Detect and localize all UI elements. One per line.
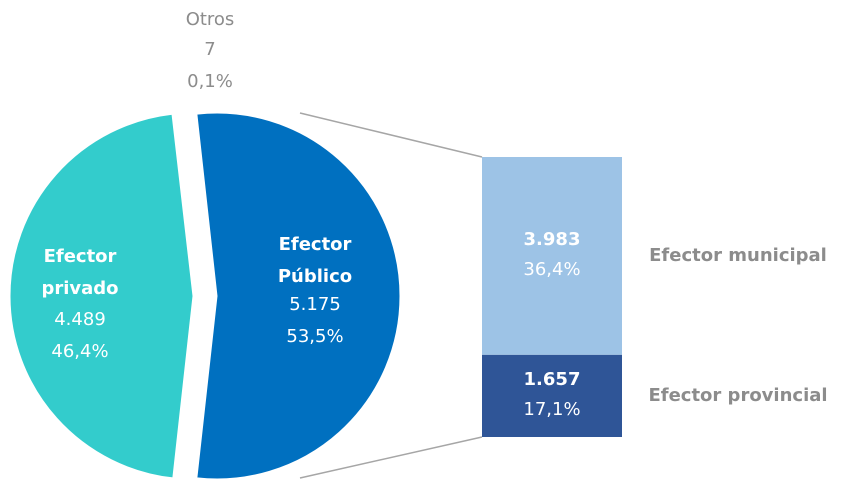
slice-percent: 53,5% [286, 326, 343, 347]
bar-value: 3.983 [524, 229, 581, 250]
pie-slice [182, 101, 205, 285]
bar-category: Efector provincial [648, 385, 827, 406]
bar-percent: 17,1% [523, 399, 580, 420]
bar-value: 1.657 [524, 369, 581, 390]
bar-percent: 36,4% [523, 259, 580, 280]
bar-segment [482, 157, 622, 355]
slice-percent: 0,1% [187, 71, 233, 92]
slice-label: Efector privado [41, 246, 118, 299]
slice-label: Otros [186, 9, 235, 30]
connector [299, 112, 483, 158]
slice-label: Efector Público [278, 234, 352, 287]
connector [299, 436, 483, 479]
bar-category: Efector municipal [649, 245, 827, 266]
bar-segment [482, 354, 622, 437]
slice-value: 7 [204, 39, 215, 60]
pie-slice [9, 113, 194, 479]
slice-value: 5.175 [289, 294, 341, 315]
slice-percent: 46,4% [51, 341, 108, 362]
slice-value: 4.489 [54, 309, 106, 330]
pie-slice [196, 112, 401, 479]
